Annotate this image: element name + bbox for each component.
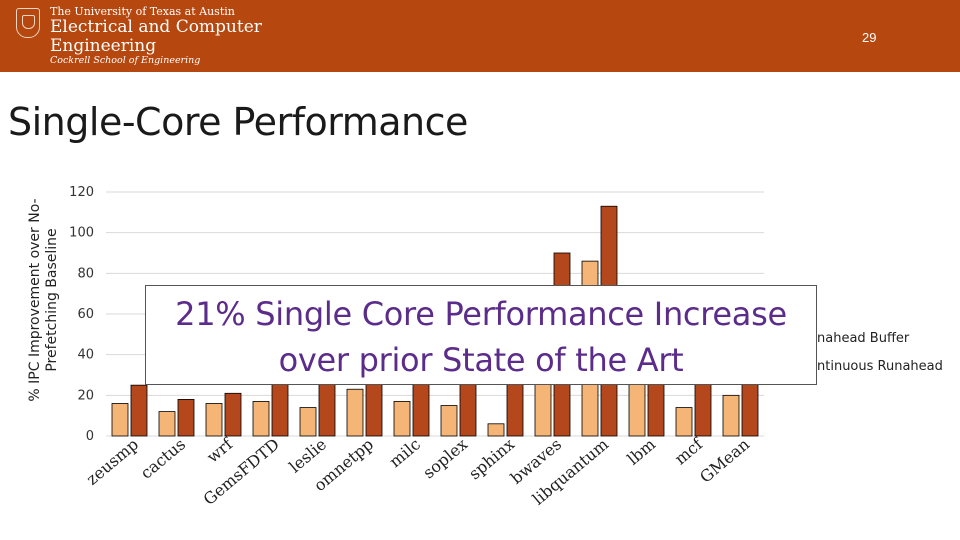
bar-omnetpp-series-1 xyxy=(346,388,364,437)
bar-sphinx-series-1 xyxy=(487,423,505,437)
y-tick-label: 20 xyxy=(77,388,94,403)
y-axis-label: % IPC Improvement over No-Prefetching Ba… xyxy=(27,198,60,402)
bar-zeusmp-series-2 xyxy=(130,384,148,437)
callout-line-2: over prior State of the Art xyxy=(278,341,684,379)
x-category-label: GMean xyxy=(696,435,753,487)
y-tick-label: 100 xyxy=(69,226,94,241)
bar-soplex-series-1 xyxy=(440,405,458,437)
x-category-label: cactus xyxy=(137,435,189,483)
x-category-label: milc xyxy=(386,434,425,471)
bar-gmean-series-1 xyxy=(722,394,740,437)
bar-leslie-series-1 xyxy=(299,407,317,437)
school-name: Cockrell School of Engineering xyxy=(50,55,201,66)
legend-series-1: nahead Buffer xyxy=(817,331,910,346)
slide-number: 29 xyxy=(862,30,877,45)
performance-callout: 21% Single Core Performance Increase ove… xyxy=(145,285,817,385)
university-logo: The University of Texas at Austin Electr… xyxy=(50,5,262,67)
department-line-1: Electrical and Computer xyxy=(50,17,262,37)
legend-series-2: ntinuous Runahead xyxy=(817,359,943,374)
y-tick-label: 80 xyxy=(77,266,94,281)
bar-gemsfdtd-series-1 xyxy=(252,401,270,437)
department-line-2: Engineering xyxy=(50,36,157,56)
university-seal-icon xyxy=(16,8,40,38)
slide-title: Single-Core Performance xyxy=(8,100,468,144)
bar-cactus-series-2 xyxy=(177,398,195,437)
bar-wrf-series-1 xyxy=(205,403,223,437)
bar-gemsfdtd-series-2 xyxy=(271,378,289,437)
bar-cactus-series-1 xyxy=(158,411,176,437)
y-tick-label: 40 xyxy=(77,348,94,363)
bar-mcf-series-1 xyxy=(675,407,693,437)
university-name: The University of Texas at Austin xyxy=(50,5,235,18)
x-category-label: wrf xyxy=(203,434,237,467)
chart-y-ticks: 0 20 40 60 80 100 120 xyxy=(69,185,94,444)
y-tick-label: 0 xyxy=(86,429,94,444)
bar-zeusmp-series-1 xyxy=(111,403,129,437)
header-banner: The University of Texas at Austin Electr… xyxy=(0,0,960,72)
x-category-label: mcf xyxy=(671,434,707,469)
y-tick-label: 60 xyxy=(77,307,94,322)
x-category-label: soplex xyxy=(419,435,471,483)
x-category-label: lbm xyxy=(623,435,659,469)
y-tick-label: 120 xyxy=(69,185,94,200)
bar-milc-series-1 xyxy=(393,401,411,437)
bar-wrf-series-2 xyxy=(224,392,242,437)
callout-line-1: 21% Single Core Performance Increase xyxy=(175,295,787,333)
